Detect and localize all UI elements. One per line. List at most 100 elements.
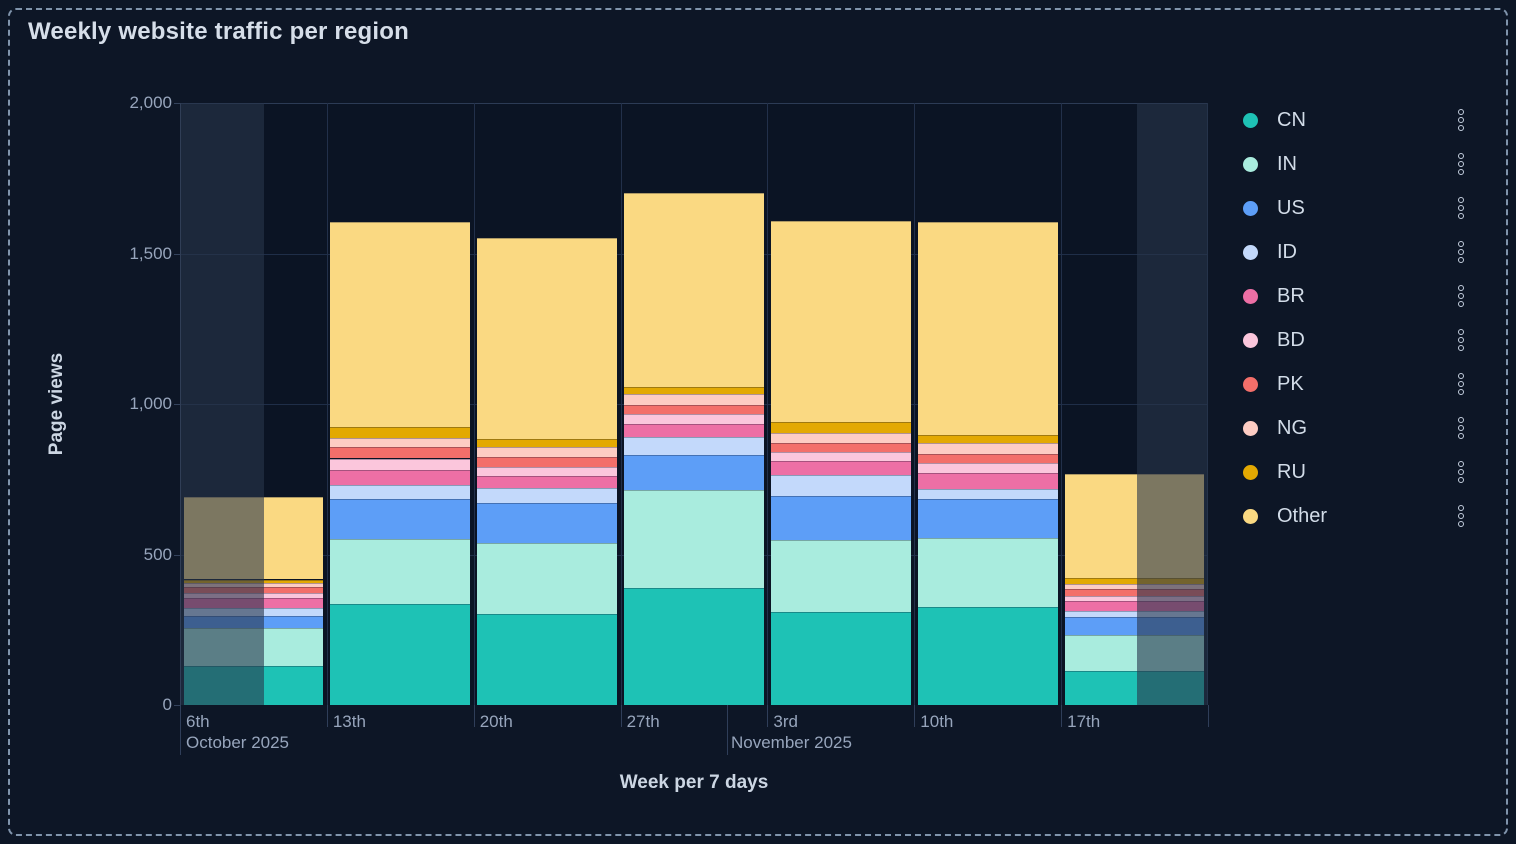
legend-menu-kebab-icon[interactable] (1454, 106, 1468, 134)
legend-item-Other[interactable]: Other (1243, 494, 1468, 538)
bar-10th-segment-CN[interactable] (917, 607, 1058, 705)
bar-10th-segment-RU[interactable] (917, 435, 1058, 444)
bar-27th-segment-CN[interactable] (624, 587, 764, 705)
bar-17th-segment-ID[interactable] (1064, 610, 1205, 617)
bar-27th-segment-PK[interactable] (624, 404, 764, 414)
bar-3rd-segment-ID[interactable] (770, 475, 911, 497)
legend-menu-kebab-icon[interactable] (1454, 458, 1468, 486)
bar-20th-segment-CN[interactable] (477, 614, 618, 705)
bar-27th-segment-BD[interactable] (624, 413, 764, 424)
bar-3rd-segment-BR[interactable] (770, 461, 911, 476)
legend-item-US[interactable]: US (1243, 186, 1468, 230)
bar-17th-segment-NG[interactable] (1064, 583, 1205, 590)
x-axis-tick (326, 705, 328, 727)
legend-menu-kebab-icon[interactable] (1454, 326, 1468, 354)
bar-27th-segment-IN[interactable] (624, 489, 764, 588)
bar-20th-segment-PK[interactable] (477, 456, 618, 467)
bar-13th-segment-NG[interactable] (330, 438, 471, 448)
bar-10th-segment-IN[interactable] (917, 538, 1058, 608)
kebab-dot (1458, 381, 1464, 387)
bar-3rd-segment-PK[interactable] (770, 443, 911, 452)
legend-item-ID[interactable]: ID (1243, 230, 1468, 274)
legend: CN IN US ID BR BD PK NG RU Other (1243, 98, 1468, 538)
bar-3rd-segment-NG[interactable] (770, 432, 911, 444)
bar-17th-segment-BR[interactable] (1064, 600, 1205, 611)
kebab-dot (1458, 205, 1464, 211)
legend-item-IN[interactable]: IN (1243, 142, 1468, 186)
legend-menu-kebab-icon[interactable] (1454, 414, 1468, 442)
legend-label: BD (1277, 328, 1305, 351)
bar-27th-segment-NG[interactable] (624, 394, 764, 405)
bar-20th-segment-US[interactable] (477, 502, 618, 544)
bar-3rd-segment-RU[interactable] (770, 421, 911, 433)
legend-menu-kebab-icon[interactable] (1454, 194, 1468, 222)
kebab-dot (1458, 257, 1464, 263)
legend-menu-kebab-icon[interactable] (1454, 370, 1468, 398)
kebab-dot (1458, 125, 1464, 131)
bar-20th-segment-BR[interactable] (477, 475, 618, 489)
bar-13th-segment-BR[interactable] (330, 470, 471, 486)
x-axis-tick (473, 705, 475, 727)
bar-13th-segment-CN[interactable] (330, 604, 471, 705)
legend-menu-kebab-icon[interactable] (1454, 502, 1468, 530)
bar-27th-segment-RU[interactable] (624, 386, 764, 395)
bar-13th-segment-PK[interactable] (330, 447, 471, 459)
legend-item-PK[interactable]: PK (1243, 362, 1468, 406)
bar-10th-segment-NG[interactable] (917, 443, 1058, 455)
kebab-dot (1458, 285, 1464, 291)
bar-20th-segment-Other[interactable] (477, 238, 618, 440)
x-tick-label-13th: 13th (332, 712, 366, 731)
bar-20th-segment-NG[interactable] (477, 446, 618, 457)
bar-27th-segment-ID[interactable] (624, 436, 764, 456)
legend-swatch-NG (1243, 420, 1258, 436)
legend-label: IN (1277, 152, 1297, 175)
legend-item-CN[interactable]: CN (1243, 98, 1468, 142)
bar-13th-segment-ID[interactable] (330, 485, 471, 500)
bar-3rd-segment-Other[interactable] (770, 220, 911, 422)
bar-3rd-segment-US[interactable] (770, 496, 911, 541)
bar-13th-segment-RU[interactable] (330, 427, 471, 439)
x-axis-tick (767, 705, 769, 727)
bar-27th-segment-US[interactable] (624, 455, 764, 490)
bar-20th-segment-RU[interactable] (477, 439, 618, 447)
legend-menu-kebab-icon[interactable] (1454, 238, 1468, 266)
bar-27th-segment-BR[interactable] (624, 423, 764, 437)
x-tick-label-10th: 10th (920, 712, 954, 731)
legend-item-BD[interactable]: BD (1243, 318, 1468, 362)
legend-label: ID (1277, 240, 1297, 263)
bar-10th-segment-Other[interactable] (917, 221, 1058, 436)
bar-13th-segment-US[interactable] (330, 499, 471, 540)
x-axis-tick (1061, 705, 1063, 727)
bar-3rd-segment-CN[interactable] (770, 611, 911, 705)
bar-17th-segment-RU[interactable] (1064, 577, 1205, 584)
bar-10th-segment-ID[interactable] (917, 489, 1058, 500)
legend-swatch-ID (1243, 244, 1258, 260)
bar-3rd-segment-IN[interactable] (770, 540, 911, 612)
bar-3rd-segment-BD[interactable] (770, 451, 911, 462)
bar-10th-segment-BD[interactable] (917, 462, 1058, 474)
bar-13th-segment-BD[interactable] (330, 458, 471, 471)
legend-item-RU[interactable]: RU (1243, 450, 1468, 494)
kebab-dot (1458, 513, 1464, 519)
bar-20th-segment-IN[interactable] (477, 543, 618, 615)
bar-17th-segment-BD[interactable] (1064, 595, 1205, 601)
legend-menu-kebab-icon[interactable] (1454, 150, 1468, 178)
bar-13th-segment-IN[interactable] (330, 539, 471, 605)
bar-13th-segment-Other[interactable] (330, 221, 471, 428)
y-tick-label-1000: 1,000 (129, 394, 172, 413)
legend-item-BR[interactable]: BR (1243, 274, 1468, 318)
bar-17th-segment-PK[interactable] (1064, 589, 1205, 596)
bar-27th-segment-Other[interactable] (624, 192, 764, 387)
bar-20th-segment-ID[interactable] (477, 488, 618, 503)
legend-item-NG[interactable]: NG (1243, 406, 1468, 450)
bar-10th-segment-BR[interactable] (917, 473, 1058, 490)
kebab-dot (1458, 505, 1464, 511)
bar-10th-segment-PK[interactable] (917, 454, 1058, 463)
kebab-dot (1458, 461, 1464, 467)
y-axis-tick (174, 404, 180, 405)
bar-20th-segment-BD[interactable] (477, 466, 618, 476)
legend-menu-kebab-icon[interactable] (1454, 282, 1468, 310)
out-of-range-fade-left (180, 103, 264, 705)
bar-10th-segment-US[interactable] (917, 499, 1058, 539)
